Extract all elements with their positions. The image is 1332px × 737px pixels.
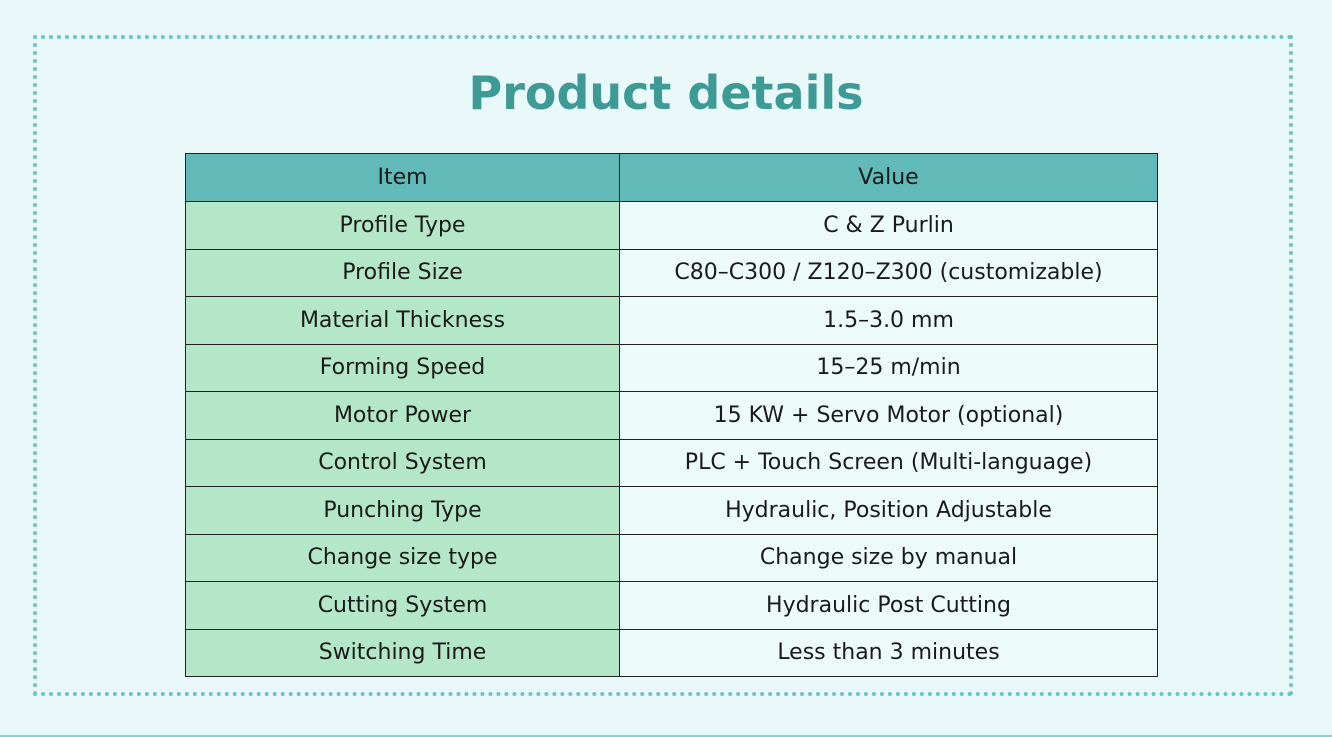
value-cell: 15 KW + Servo Motor (optional) bbox=[619, 391, 1158, 440]
page-title: Product details bbox=[468, 66, 864, 120]
item-cell: Cutting System bbox=[185, 581, 620, 630]
product-details-table: Item Value Profile Type C & Z Purlin Pro… bbox=[185, 153, 1158, 677]
table-row: Profile Type C & Z Purlin bbox=[185, 201, 1158, 250]
item-cell: Forming Speed bbox=[185, 343, 620, 392]
value-cell: 1.5–3.0 mm bbox=[619, 296, 1158, 345]
table-row: Control System PLC + Touch Screen (Multi… bbox=[185, 438, 1158, 487]
value-cell: Hydraulic Post Cutting bbox=[619, 581, 1158, 630]
value-cell: Less than 3 minutes bbox=[619, 628, 1158, 677]
table-row: Material Thickness 1.5–3.0 mm bbox=[185, 296, 1158, 345]
value-cell: Hydraulic, Position Adjustable bbox=[619, 486, 1158, 535]
item-cell: Switching Time bbox=[185, 628, 620, 677]
table-row: Motor Power 15 KW + Servo Motor (optiona… bbox=[185, 391, 1158, 440]
table-row: Change size type Change size by manual bbox=[185, 533, 1158, 582]
column-header-value: Value bbox=[619, 153, 1158, 202]
item-cell: Motor Power bbox=[185, 391, 620, 440]
value-cell: Change size by manual bbox=[619, 533, 1158, 582]
item-cell: Punching Type bbox=[185, 486, 620, 535]
item-cell: Change size type bbox=[185, 533, 620, 582]
value-cell: C & Z Purlin bbox=[619, 201, 1158, 250]
table-row: Cutting System Hydraulic Post Cutting bbox=[185, 581, 1158, 630]
dotted-frame bbox=[33, 35, 1293, 696]
item-cell: Profile Type bbox=[185, 201, 620, 250]
table-row: Forming Speed 15–25 m/min bbox=[185, 343, 1158, 392]
item-cell: Material Thickness bbox=[185, 296, 620, 345]
item-cell: Control System bbox=[185, 438, 620, 487]
value-cell: 15–25 m/min bbox=[619, 343, 1158, 392]
value-cell: C80–C300 / Z120–Z300 (customizable) bbox=[619, 248, 1158, 297]
table-row: Switching Time Less than 3 minutes bbox=[185, 628, 1158, 677]
table-header-row: Item Value bbox=[185, 153, 1158, 202]
value-cell: PLC + Touch Screen (Multi-language) bbox=[619, 438, 1158, 487]
item-cell: Profile Size bbox=[185, 248, 620, 297]
bottom-divider bbox=[0, 735, 1332, 737]
table-row: Punching Type Hydraulic, Position Adjust… bbox=[185, 486, 1158, 535]
table-row: Profile Size C80–C300 / Z120–Z300 (custo… bbox=[185, 248, 1158, 297]
column-header-item: Item bbox=[185, 153, 620, 202]
